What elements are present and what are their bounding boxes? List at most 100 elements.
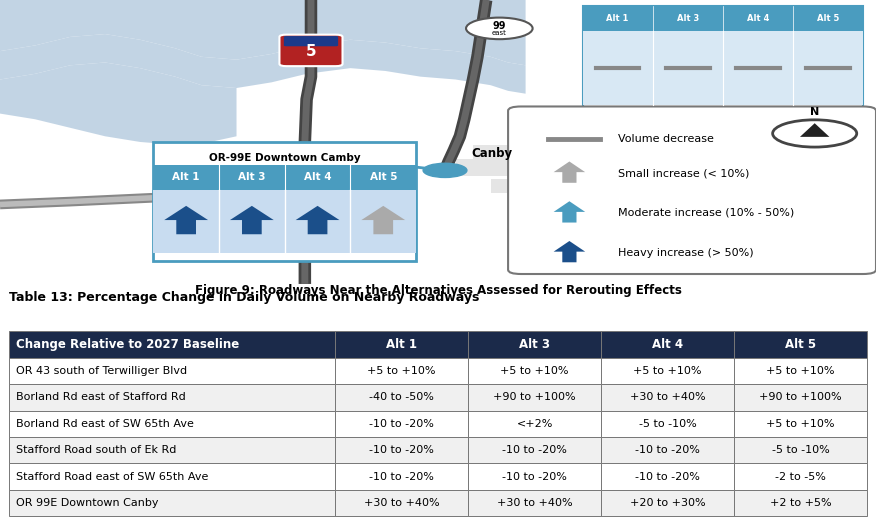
Text: -2 to -5%: -2 to -5% (775, 472, 826, 481)
Bar (601, 437, 734, 464)
Text: -10 to -20%: -10 to -20% (369, 419, 434, 429)
Text: Alt 3: Alt 3 (676, 14, 699, 23)
Bar (153, 142, 416, 261)
Bar (335, 490, 468, 516)
Bar (601, 464, 734, 490)
Text: +5 to +10%: +5 to +10% (500, 366, 569, 376)
Bar (468, 411, 601, 437)
Text: Small increase (< 10%): Small increase (< 10%) (618, 168, 749, 178)
Bar (468, 384, 601, 411)
Bar (456, 159, 526, 176)
Text: +5 to +10%: +5 to +10% (367, 366, 435, 376)
Bar (601, 384, 734, 411)
Text: N: N (810, 107, 819, 117)
Bar (335, 437, 468, 464)
Bar (734, 384, 867, 411)
Polygon shape (295, 206, 339, 234)
Text: +30 to +40%: +30 to +40% (497, 498, 572, 508)
Bar (335, 464, 468, 490)
Polygon shape (554, 241, 585, 262)
Bar (468, 464, 601, 490)
Bar (583, 31, 863, 105)
Text: Alt 5: Alt 5 (785, 338, 816, 351)
Polygon shape (0, 63, 237, 145)
FancyBboxPatch shape (508, 106, 876, 274)
Polygon shape (165, 206, 208, 234)
Text: +2 to +5%: +2 to +5% (770, 498, 831, 508)
Bar (491, 179, 552, 193)
Bar (335, 358, 468, 384)
Text: +90 to +100%: +90 to +100% (493, 392, 576, 402)
Text: Alt 3: Alt 3 (519, 338, 550, 351)
Text: Borland Rd east of SW 65th Ave: Borland Rd east of SW 65th Ave (16, 419, 194, 429)
Bar (734, 437, 867, 464)
Text: +30 to +40%: +30 to +40% (364, 498, 440, 508)
Text: Borland Rd east of Stafford Rd: Borland Rd east of Stafford Rd (16, 392, 186, 402)
Text: -10 to -20%: -10 to -20% (502, 445, 567, 455)
Text: OR-99E Downtown Camby: OR-99E Downtown Camby (208, 153, 361, 163)
Text: -10 to -20%: -10 to -20% (635, 472, 700, 481)
Circle shape (423, 163, 467, 178)
Bar (468, 358, 601, 384)
Bar (734, 358, 867, 384)
Bar (335, 411, 468, 437)
Bar (583, 6, 863, 31)
Text: Alt 1: Alt 1 (386, 338, 417, 351)
Bar (601, 490, 734, 516)
Text: east: east (492, 30, 506, 35)
Text: Table 13: Percentage Change in Daily Volume on Nearby Roadways: Table 13: Percentage Change in Daily Vol… (9, 291, 479, 304)
Circle shape (773, 120, 857, 147)
Text: -5 to -10%: -5 to -10% (639, 419, 696, 429)
Bar (734, 464, 867, 490)
Bar (335, 331, 468, 358)
Polygon shape (0, 0, 526, 65)
Text: Heavy increase (> 50%): Heavy increase (> 50%) (618, 247, 753, 258)
Bar (9, 437, 335, 464)
Bar (734, 331, 867, 358)
Text: Change Relative to 2027 Baseline: Change Relative to 2027 Baseline (16, 338, 239, 351)
Bar (9, 384, 335, 411)
Bar (153, 190, 416, 253)
Text: +5 to +10%: +5 to +10% (633, 366, 702, 376)
Bar (473, 145, 526, 159)
Text: +20 to +30%: +20 to +30% (630, 498, 705, 508)
Polygon shape (361, 206, 405, 234)
Text: Alt 5: Alt 5 (370, 172, 397, 182)
Polygon shape (230, 206, 273, 234)
Text: Alt 4: Alt 4 (304, 172, 331, 182)
Bar (9, 411, 335, 437)
Text: Alt 5: Alt 5 (816, 14, 839, 23)
Text: Figure 9: Roadways Near the Alternatives Assessed for Rerouting Effects: Figure 9: Roadways Near the Alternatives… (194, 284, 682, 297)
Bar (468, 437, 601, 464)
Text: 99: 99 (492, 21, 506, 31)
FancyBboxPatch shape (279, 34, 343, 66)
Text: Alt 4: Alt 4 (746, 14, 769, 23)
Bar (601, 331, 734, 358)
Text: -10 to -20%: -10 to -20% (369, 472, 434, 481)
Bar (583, 6, 863, 114)
Bar (601, 358, 734, 384)
FancyBboxPatch shape (284, 36, 338, 46)
Bar (468, 490, 601, 516)
Text: -10 to -20%: -10 to -20% (369, 445, 434, 455)
Text: +5 to +10%: +5 to +10% (766, 419, 835, 429)
Text: <+2%: <+2% (516, 419, 553, 429)
Polygon shape (800, 123, 830, 137)
Text: +90 to +100%: +90 to +100% (759, 392, 842, 402)
Text: Alt 1: Alt 1 (173, 172, 200, 182)
Text: Volume decrease: Volume decrease (618, 134, 713, 144)
Bar (9, 490, 335, 516)
Bar (468, 331, 601, 358)
Bar (734, 411, 867, 437)
Polygon shape (0, 34, 526, 94)
Text: Stafford Road east of SW 65th Ave: Stafford Road east of SW 65th Ave (16, 472, 208, 481)
Text: +5 to +10%: +5 to +10% (766, 366, 835, 376)
Text: OR 99E Downtown Canby: OR 99E Downtown Canby (16, 498, 159, 508)
Text: -5 to -10%: -5 to -10% (772, 445, 830, 455)
Text: Canby: Canby (471, 147, 512, 160)
Text: OR 43 south of Terwilliger Blvd: OR 43 south of Terwilliger Blvd (16, 366, 187, 376)
Text: -40 to -50%: -40 to -50% (369, 392, 434, 402)
Text: -10 to -20%: -10 to -20% (635, 445, 700, 455)
Bar (153, 165, 416, 190)
Bar (734, 490, 867, 516)
